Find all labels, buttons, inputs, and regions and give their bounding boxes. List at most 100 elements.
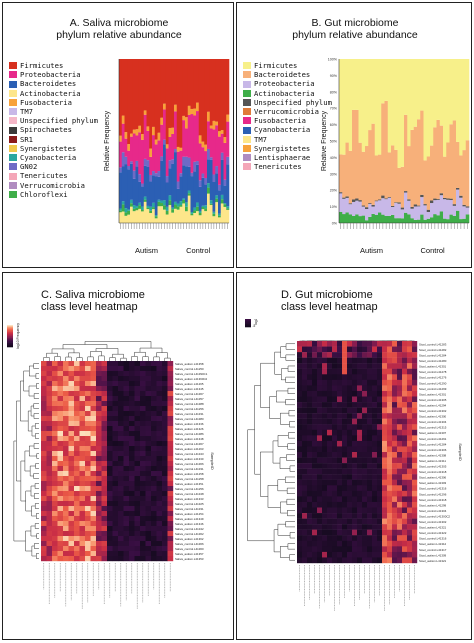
heatmap-cell: [101, 461, 108, 467]
heatmap-cell: [317, 341, 323, 347]
heatmap-cell: [57, 411, 64, 417]
heatmap-cell: [367, 490, 373, 497]
legend-entry: SR1: [9, 135, 98, 144]
heatmap-cell: [140, 511, 146, 517]
heatmap-cell: [90, 516, 97, 522]
bar-segment: [154, 173, 158, 177]
bar-segment: [141, 59, 145, 135]
heatmap-cell: [140, 521, 146, 527]
heatmap-cell: [145, 501, 152, 507]
heatmap-cell: [52, 366, 58, 372]
heatmap-cell: [123, 431, 130, 437]
heatmap-cell: [167, 401, 174, 407]
heatmap-cell: [123, 386, 130, 392]
heatmap-cell: [96, 396, 102, 402]
heatmap-cell: [112, 466, 119, 472]
heatmap-cell: [145, 511, 152, 517]
heatmap-cell: [342, 379, 348, 386]
heatmap-cell: [372, 468, 378, 475]
heatmap-cell: [145, 451, 152, 457]
heatmap-cell: [85, 541, 91, 547]
heatmap-cell: [382, 407, 388, 414]
heatmap-cell: [337, 402, 343, 408]
heatmap-cell: [96, 401, 102, 407]
heatmap-cell: [377, 490, 383, 497]
heatmap-cell: [322, 385, 328, 392]
heatmap-cell: [79, 396, 86, 402]
heatmap-cell: [74, 421, 80, 427]
heatmap-cell: [342, 479, 348, 486]
heatmap-cell: [68, 491, 75, 497]
heatmap-cell: [342, 368, 348, 375]
bar-segment: [387, 197, 392, 216]
heatmap-cell: [112, 546, 119, 552]
heatmap-cell: [151, 446, 157, 452]
heatmap-cell: [307, 513, 313, 519]
row-label: Saliva_autism.L41360C2: [175, 377, 208, 381]
heatmap-cell: [327, 418, 333, 425]
heatmap-cell: [412, 468, 418, 475]
heatmap-cell: [377, 407, 383, 414]
heatmap-cell: [162, 466, 168, 472]
heatmap-cell: [68, 456, 75, 462]
heatmap-cell: [145, 376, 152, 382]
heatmap-cell: [140, 536, 146, 542]
heatmap-cell: [74, 496, 80, 502]
heatmap-cell: [407, 352, 413, 358]
heatmap-cell: [347, 374, 353, 381]
legend-label: TM7: [20, 107, 33, 117]
bar-segment: [204, 178, 208, 185]
heatmap-cell: [79, 436, 86, 442]
bar-segment: [146, 166, 150, 206]
bar-segment: [185, 128, 189, 157]
heatmap-cell: [322, 379, 328, 386]
heatmap-cell: [41, 546, 47, 552]
heatmap-cell: [145, 546, 152, 552]
bar-segment: [143, 199, 147, 202]
heatmap-cell: [134, 371, 141, 377]
heatmap-cell: [352, 368, 358, 375]
heatmap-cell: [79, 441, 86, 447]
heatmap-cell: [57, 536, 64, 542]
heatmap-cell: [402, 490, 408, 497]
heatmap-cell: [134, 536, 141, 542]
heatmap-cell: [129, 381, 135, 387]
heatmap-cell: [123, 496, 130, 502]
heatmap-cell: [297, 357, 303, 364]
heatmap-cell: [387, 374, 393, 381]
heatmap-cell: [96, 551, 102, 557]
heatmap-cell: [402, 385, 408, 392]
heatmap-cell: [52, 461, 58, 467]
heatmap-cell: [68, 501, 75, 507]
dendrogram-branch: [273, 529, 281, 553]
bar-segment: [119, 208, 123, 211]
heatmap-cell: [156, 406, 163, 412]
heatmap-cell: [302, 501, 308, 508]
heatmap-cell: [412, 485, 418, 492]
bar-segment: [201, 209, 205, 223]
bar-segment: [124, 164, 128, 209]
heatmap-cell: [297, 446, 303, 453]
heatmap-cell: [352, 546, 358, 553]
bar-segment: [207, 183, 211, 188]
heatmap-cell: [41, 531, 47, 537]
heatmap-cell: [357, 457, 363, 464]
bar-segment: [391, 214, 395, 223]
heatmap-cell: [332, 385, 338, 392]
heatmap-cell: [145, 536, 152, 542]
bar-segment: [193, 171, 197, 208]
heatmap-cell: [402, 446, 408, 453]
heatmap-cell: [352, 390, 358, 397]
bar-segment: [152, 59, 156, 127]
bar-segment: [196, 102, 200, 112]
heatmap-cell: [145, 426, 152, 432]
heatmap-cell: [52, 436, 58, 442]
bar-segment: [423, 219, 428, 223]
heatmap-cell: [74, 391, 80, 397]
bar-segment: [215, 166, 219, 174]
heatmap-cell: [412, 529, 418, 536]
heatmap-cell: [367, 496, 373, 503]
heatmap-cell: [337, 341, 343, 347]
bar-segment: [187, 190, 191, 194]
heatmap-cell: [347, 518, 353, 525]
